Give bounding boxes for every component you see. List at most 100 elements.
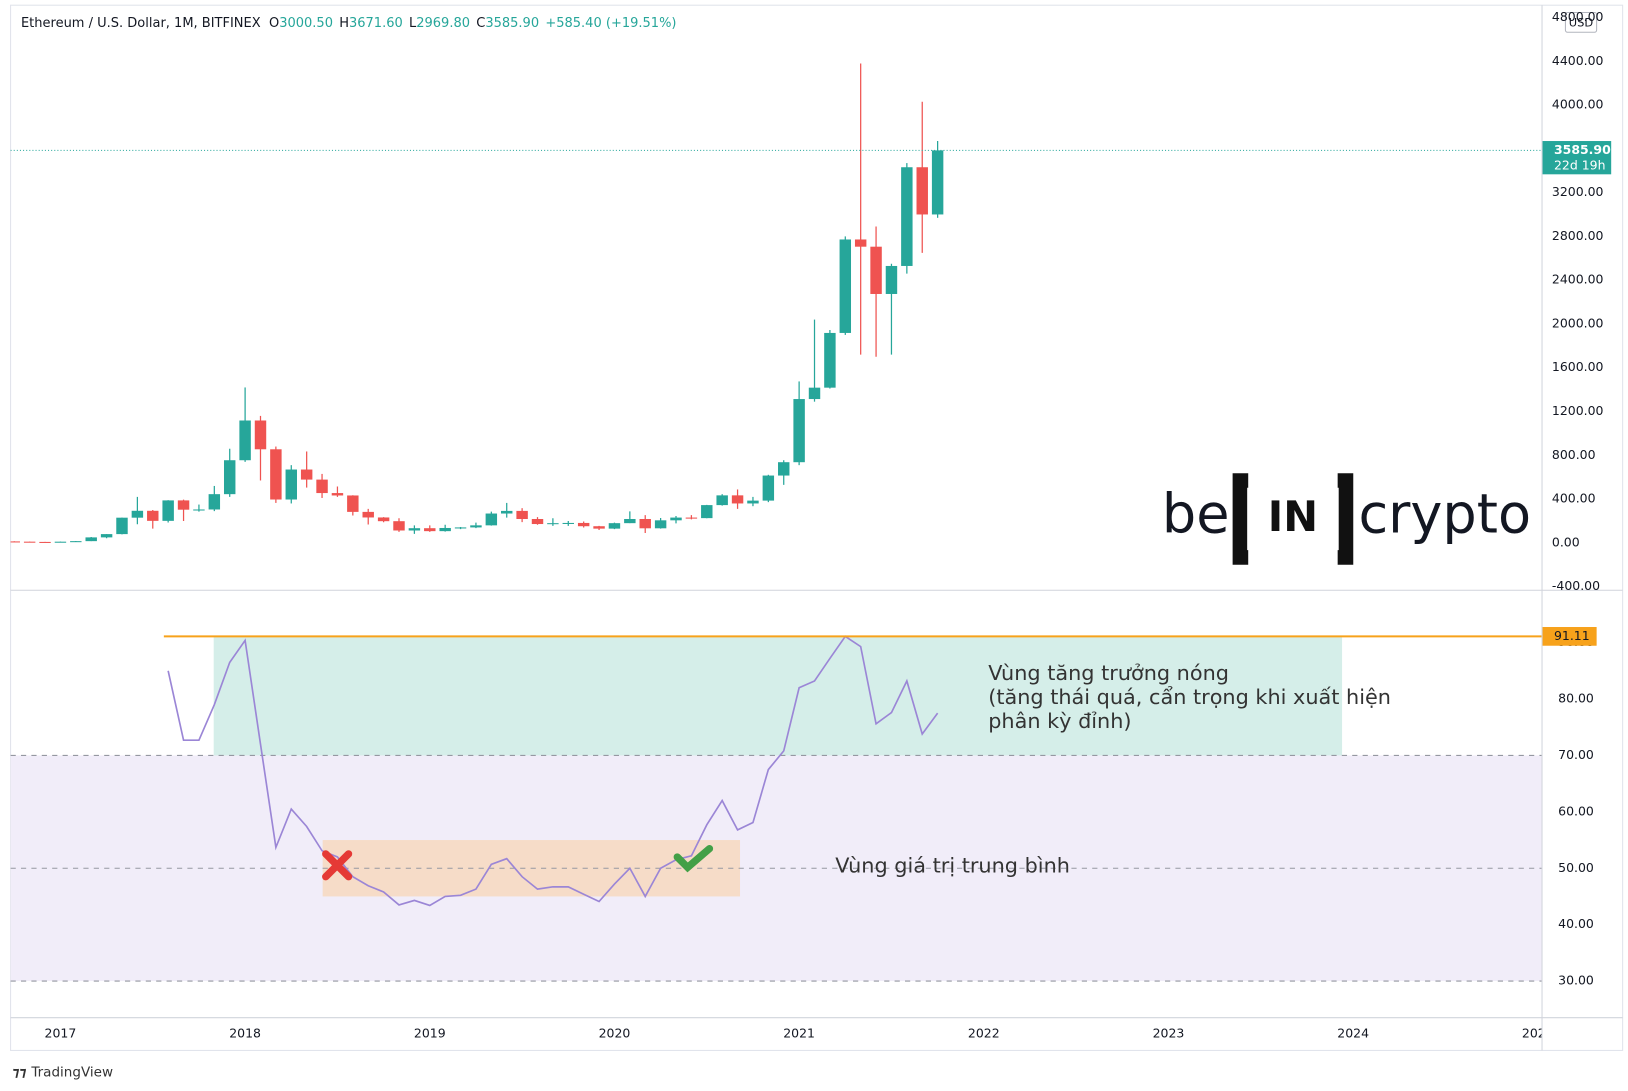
footer-brand: TradingView (30, 1064, 113, 1080)
x-tick-label: 2020 (599, 1025, 631, 1040)
candle-body (885, 265, 898, 294)
max-tag (1542, 627, 1597, 646)
candle-body (716, 495, 728, 506)
zone-text: Vùng tăng trưởng nóng (988, 661, 1229, 685)
x-tick-label: 2022 (968, 1025, 1000, 1040)
candle-body (793, 399, 805, 463)
candle-body (547, 523, 559, 525)
candle-body (624, 518, 636, 524)
y-tick-label: 4400.00 (1552, 53, 1604, 68)
legend-key: O (269, 15, 279, 30)
legend-value: 3671.60 (349, 15, 403, 30)
check-icon (673, 845, 714, 873)
candle-body (131, 510, 144, 518)
candle-body (177, 500, 190, 510)
candle-body (208, 494, 221, 510)
candle-body (670, 517, 682, 521)
y-tick-label: 80.00 (1558, 691, 1594, 706)
legend-value: 2969.80 (416, 15, 470, 30)
candle-body (254, 420, 267, 450)
legend-change-pct: (+19.51%) (606, 15, 677, 30)
y-tick-label: 3200.00 (1552, 184, 1604, 199)
x-tick-label: 2025 (1522, 1025, 1554, 1040)
countdown: 22d 19h (1554, 157, 1606, 172)
legend-key: C (476, 15, 485, 30)
logo-bracket (1232, 473, 1354, 565)
y-tick-label: 60.00 (1558, 803, 1594, 818)
candle-body (377, 517, 390, 522)
logo-crypto: crypto (1358, 483, 1531, 546)
logo-be: be (1162, 483, 1230, 546)
legend-value: 3585.90 (485, 15, 539, 30)
x-tick-label: 2018 (229, 1025, 261, 1040)
legend-key: L (409, 15, 417, 30)
last-price-tag (1542, 141, 1612, 175)
header: Ethereum / U.S. Dollar, 1M, BITFINEX O300… (21, 15, 677, 30)
candle-body (239, 420, 251, 461)
rsi-line (167, 635, 939, 907)
last-price-label: 3585.90 (1554, 142, 1611, 157)
candle-body (424, 528, 436, 532)
price-pane: be IN crypto (10, 63, 1542, 565)
candle-body (408, 528, 421, 531)
cross-icon (322, 850, 353, 881)
candle-body (270, 449, 282, 500)
y-tick-label: 30.00 (1558, 973, 1594, 988)
candle-body (193, 509, 205, 511)
legend-change: +585.40 (545, 15, 601, 30)
candle-body (439, 527, 451, 532)
candle-body (901, 167, 913, 266)
candle-body (685, 517, 698, 519)
candle-body (577, 522, 590, 527)
candle-body (300, 469, 313, 480)
candle-body (778, 462, 790, 476)
candle-body (608, 523, 621, 529)
currency-box (1564, 11, 1598, 33)
candle-body (116, 517, 128, 535)
candle-body (470, 525, 482, 528)
y-tick-label: 1600.00 (1552, 359, 1604, 374)
candle-body (100, 534, 113, 538)
candle-body (454, 527, 467, 529)
candle-body (501, 510, 513, 514)
candle-body (162, 500, 174, 521)
candle-body (854, 239, 867, 247)
legend-key: H (339, 15, 349, 30)
y-tick-label: 4000.00 (1552, 97, 1604, 112)
candle-body (931, 150, 944, 215)
y-tick-label: 800.00 (1552, 447, 1596, 462)
candle-body (839, 239, 852, 333)
candle-body (916, 167, 928, 215)
footer-logo: ⁊⁊ (13, 1064, 27, 1080)
candle-body (485, 513, 498, 526)
x-tick-label: 2021 (783, 1025, 815, 1040)
currency: USD (1569, 15, 1594, 29)
rsi-band (10, 755, 1542, 982)
y-tick-label: 40.00 (1558, 916, 1594, 931)
candle-body (639, 518, 651, 529)
frame (10, 4, 1624, 1051)
candle-body (362, 511, 374, 518)
x-tick-label: 2024 (1337, 1025, 1369, 1040)
candle-body (10, 541, 20, 543)
zone-text: (tăng thái quá, cẩn trọng khi xuất hiện (988, 685, 1391, 709)
candle-body (70, 541, 82, 543)
y-tick-label: -400.00 (1552, 578, 1600, 593)
candle-body (824, 332, 836, 388)
max-label: 91.11 (1554, 628, 1590, 643)
candle-body (870, 246, 882, 294)
candle-body (562, 522, 575, 524)
candle-body (393, 521, 405, 531)
candle-body (808, 387, 821, 400)
candle-body (516, 510, 528, 519)
candle-body (593, 526, 605, 529)
y-tick-label: 50.00 (1558, 860, 1594, 875)
candle-body (223, 460, 236, 495)
y-tick-label: 400.00 (1552, 491, 1596, 506)
y-tick-label: 0.00 (1552, 534, 1580, 549)
candle-body (285, 469, 297, 500)
zone-text: phân kỳ đỉnh) (988, 709, 1131, 733)
symbol: Ethereum / U.S. Dollar, 1M, BITFINEX (21, 15, 261, 30)
x-tick-label: 2019 (414, 1025, 446, 1040)
